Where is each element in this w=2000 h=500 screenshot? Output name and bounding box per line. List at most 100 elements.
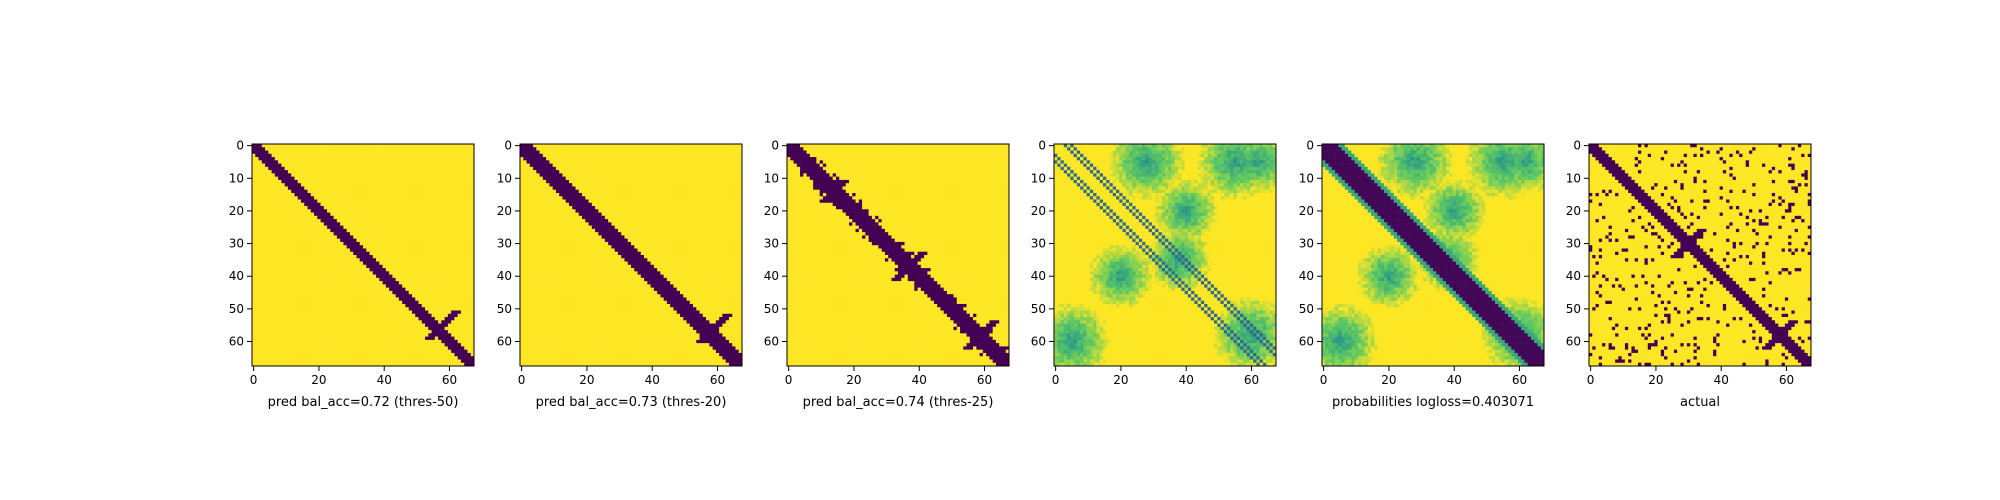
heatmap-cell [287, 228, 292, 233]
heatmap-cell [372, 303, 377, 308]
heatmap-cell [392, 232, 396, 236]
heatmap-cell [457, 241, 462, 246]
heatmap-cell [464, 189, 468, 194]
heatmap-cell [363, 297, 367, 301]
heatmap-cell [353, 346, 357, 350]
heatmap-cell [441, 202, 445, 207]
heatmap-cell [582, 157, 586, 161]
heatmap-cell [255, 261, 259, 266]
heatmap-cell [467, 212, 472, 217]
heatmap-cell [395, 356, 400, 360]
heatmap-cell [428, 202, 432, 207]
heatmap-cell [441, 163, 445, 168]
heatmap-cell [366, 284, 370, 288]
heatmap-cell [464, 356, 468, 360]
heatmap-cell [411, 317, 416, 321]
heatmap-cell [425, 222, 429, 226]
heatmap-cell [323, 163, 328, 168]
heatmap-cell [307, 359, 312, 364]
heatmap-cell [274, 209, 279, 213]
heatmap-cell [317, 274, 321, 279]
heatmap-cell [333, 346, 338, 350]
heatmap-cell [405, 235, 409, 239]
heatmap-cell [281, 251, 285, 256]
heatmap-cell [434, 215, 439, 220]
heatmap-cell [271, 202, 276, 207]
heatmap-cell [252, 163, 256, 168]
heatmap-cell [265, 313, 269, 318]
heatmap-cell [464, 228, 468, 233]
heatmap-cell [657, 147, 661, 151]
heatmap-cell [460, 359, 465, 364]
heatmap-cell [385, 317, 390, 321]
heatmap-cell [434, 339, 439, 344]
heatmap-cell [314, 326, 318, 331]
heatmap-cell [457, 287, 462, 292]
heatmap-cell [457, 261, 462, 266]
heatmap-cell [307, 183, 312, 187]
heatmap-cell [307, 258, 312, 262]
heatmap-cell [314, 144, 318, 148]
heatmap-cell [349, 248, 354, 253]
heatmap-cell [268, 238, 272, 243]
heatmap-cell [268, 235, 272, 239]
heatmap-cell [278, 349, 282, 354]
heatmap-cell [444, 362, 449, 367]
heatmap-cell [451, 206, 455, 210]
heatmap-cell [297, 310, 302, 315]
heatmap-cell [447, 294, 452, 298]
heatmap-cell [382, 261, 387, 266]
heatmap-cell [405, 202, 409, 207]
heatmap-cell [699, 147, 704, 151]
heatmap-cell [330, 248, 334, 253]
heatmap-cell [278, 248, 282, 253]
heatmap-cell [421, 228, 426, 233]
heatmap-cell [346, 235, 351, 239]
heatmap-cell [398, 248, 403, 253]
heatmap-cell [425, 228, 429, 233]
heatmap-cell [438, 307, 442, 311]
heatmap-cell [428, 307, 432, 311]
heatmap-cell [451, 346, 455, 350]
heatmap-cell [343, 290, 347, 295]
heatmap-cell [402, 281, 406, 285]
heatmap-cell [385, 248, 390, 253]
heatmap-cell [261, 362, 266, 367]
heatmap-cell [372, 157, 377, 161]
heatmap-cell [431, 212, 436, 217]
heatmap-cell [268, 284, 272, 288]
heatmap-cell [438, 333, 442, 337]
heatmap-cell [278, 330, 282, 334]
heatmap-cell [369, 307, 374, 311]
heatmap-cell [297, 245, 302, 249]
heatmap-cell [323, 232, 328, 236]
heatmap-cell [255, 248, 259, 253]
heatmap-cell [317, 356, 321, 360]
heatmap-cell [470, 320, 475, 324]
heatmap-cell [402, 173, 406, 177]
heatmap-cell [310, 192, 315, 197]
heatmap-cell [333, 284, 338, 288]
heatmap-cell [389, 147, 393, 151]
heatmap-cell [693, 144, 697, 148]
heatmap-cell [314, 147, 318, 151]
heatmap-cell [304, 326, 308, 331]
heatmap-cell [447, 206, 452, 210]
y-tick-label: 60 [229, 335, 244, 349]
heatmap-cell [356, 356, 361, 360]
heatmap-cell [467, 196, 472, 200]
heatmap-cell [258, 294, 263, 298]
heatmap-cell [333, 196, 338, 200]
heatmap-cell [268, 271, 272, 275]
heatmap-cell [379, 170, 383, 174]
heatmap-cell [340, 297, 344, 301]
heatmap-cell [719, 157, 723, 161]
heatmap-cell [307, 362, 312, 367]
heatmap-cell [431, 153, 436, 158]
heatmap-cell [431, 241, 436, 246]
heatmap-cell [411, 310, 416, 315]
heatmap-cell [467, 258, 472, 262]
heatmap-cell [304, 144, 308, 148]
heatmap-cell [385, 290, 390, 295]
heatmap-cell [454, 157, 458, 161]
